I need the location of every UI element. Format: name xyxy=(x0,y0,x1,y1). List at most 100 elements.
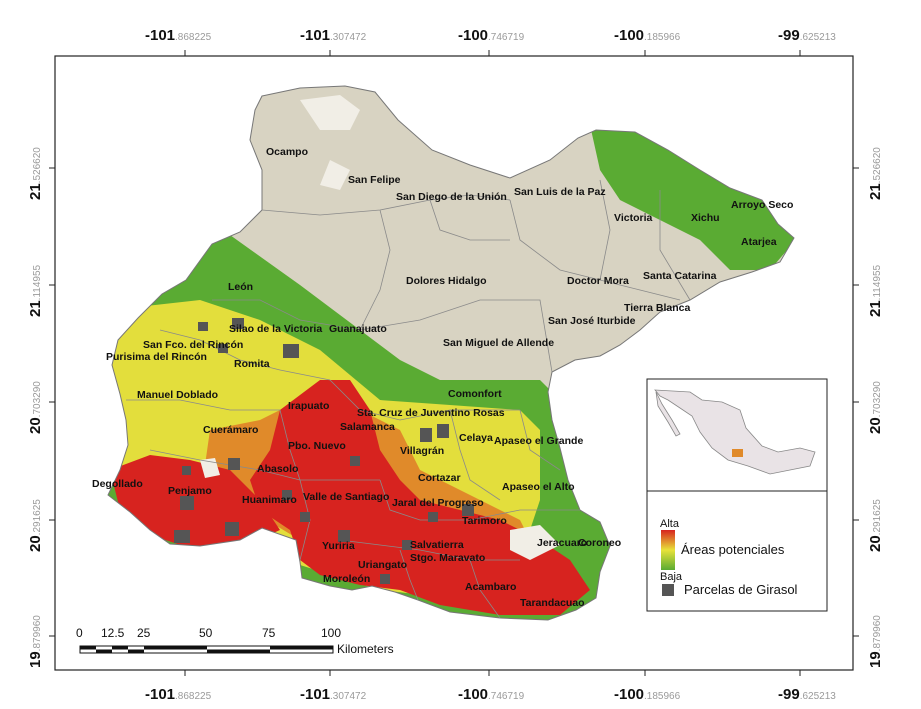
label-victoria: Victoria xyxy=(614,212,652,224)
scale-seg xyxy=(207,649,270,653)
top-label-2: -101.307472 xyxy=(300,27,367,44)
label-santa-catarina: Santa Catarina xyxy=(643,270,717,282)
scale-seg xyxy=(80,646,96,650)
scale-tick-12-5: 12.5 xyxy=(101,626,125,640)
label-valle-de-santiago: Valle de Santiago xyxy=(303,491,389,503)
parcel xyxy=(198,322,208,331)
label-sta-cruz: Sta. Cruz de Juventino Rosas xyxy=(357,407,505,419)
label-arroyo-seco: Arroyo Seco xyxy=(731,199,793,211)
bottom-axis-labels: -101.868225 -101.307472 -100.746719 -100… xyxy=(145,686,836,703)
label-celaya: Celaya xyxy=(459,432,493,444)
parcel xyxy=(180,496,194,510)
baja-peninsula xyxy=(655,391,681,437)
guanajuato-highlight xyxy=(732,449,743,457)
label-tierra-blanca: Tierra Blanca xyxy=(624,302,691,314)
parcel xyxy=(300,512,310,522)
municipality-labels: Ocampo San Felipe San Diego de la Unión … xyxy=(92,146,793,609)
urban-patch-1 xyxy=(300,95,360,130)
label-cortazar: Cortazar xyxy=(418,472,461,484)
parcel xyxy=(283,344,299,358)
label-yuriria: Yuriria xyxy=(322,540,355,552)
label-san-jose-iturbide: San José Iturbide xyxy=(548,315,636,327)
left-label-1: 21.526620 xyxy=(27,147,44,200)
scale-tick-50: 50 xyxy=(199,626,213,640)
right-axis-labels: 21.526620 21.114955 20.703290 20.291625 … xyxy=(867,147,884,668)
parcel xyxy=(228,458,240,470)
parcel xyxy=(350,456,360,466)
legend: Alta Áreas potenciales Baja Parcelas de … xyxy=(646,490,828,612)
suitability-red-center xyxy=(250,380,590,615)
label-san-fco-del-rincon: San Fco. del Rincón xyxy=(143,339,243,351)
scale-unit: Kilometers xyxy=(337,642,394,656)
parcel xyxy=(338,530,350,542)
state-outline xyxy=(107,85,795,621)
label-jaral-del-progreso: Jaral del Progreso xyxy=(392,497,484,509)
scale-seg xyxy=(112,646,128,650)
scale-seg xyxy=(144,646,207,650)
scale-seg xyxy=(96,649,112,653)
label-atarjea: Atarjea xyxy=(741,236,777,248)
right-label-3: 20.703290 xyxy=(867,381,884,434)
label-manuel-doblado: Manuel Doblado xyxy=(137,389,218,401)
right-label-2: 21.114955 xyxy=(867,264,884,317)
label-guanajuato: Guanajuato xyxy=(329,323,387,335)
top-label-5: -99.625213 xyxy=(778,27,836,44)
label-apaseo-el-grande: Apaseo el Grande xyxy=(494,435,583,447)
label-jeracuaro: Jeracuaro xyxy=(537,537,587,549)
label-penjamo: Penjamo xyxy=(168,485,212,497)
left-label-3: 20.703290 xyxy=(27,381,44,434)
label-coroneo: Coroneo xyxy=(578,537,621,549)
scale-tick-25: 25 xyxy=(137,626,151,640)
label-tarandacuao: Tarandacuao xyxy=(520,597,585,609)
parcel xyxy=(232,318,244,329)
parcel xyxy=(225,522,239,536)
sunflower-parcels xyxy=(174,318,474,584)
bottom-label-1: -101.868225 xyxy=(145,686,212,703)
parcel xyxy=(218,344,228,353)
label-san-miguel-de-allende: San Miguel de Allende xyxy=(443,337,554,349)
inset-mexico-map xyxy=(646,378,828,492)
left-label-5: 19.879960 xyxy=(27,615,44,668)
label-stgo-maravato: Stgo. Maravato xyxy=(410,552,485,564)
label-silao: Silao de la Victoria xyxy=(229,323,322,335)
label-degollado: Degollado xyxy=(92,478,143,490)
bottom-label-2: -101.307472 xyxy=(300,686,367,703)
top-label-3: -100.746719 xyxy=(458,27,525,44)
label-ocampo: Ocampo xyxy=(266,146,308,158)
scale-seg xyxy=(128,649,144,653)
urban-patch-4 xyxy=(510,525,560,560)
label-leon: León xyxy=(228,281,253,293)
label-acambaro: Acambaro xyxy=(465,581,516,593)
label-doctor-mora: Doctor Mora xyxy=(567,275,629,287)
municipal-borders xyxy=(126,179,691,619)
parcel xyxy=(437,424,449,438)
top-label-4: -100.185966 xyxy=(614,27,681,44)
parcel xyxy=(420,428,432,442)
right-label-5: 19.879960 xyxy=(867,615,884,668)
suitability-green-ne xyxy=(590,125,794,270)
parcel xyxy=(402,540,412,550)
label-san-felipe: San Felipe xyxy=(348,174,401,186)
label-romita: Romita xyxy=(234,358,270,370)
label-uriangato: Uriangato xyxy=(358,559,407,571)
mexico-outline xyxy=(654,389,816,475)
legend-low-label: Baja xyxy=(660,571,683,583)
top-axis-labels: -101.868225 -101.307472 -100.746719 -100… xyxy=(145,27,836,44)
scale-bar: 0 12.5 25 50 75 100 Kilometers xyxy=(76,626,394,656)
label-cueramaro: Cuerámaro xyxy=(203,424,258,436)
urban-patch-3 xyxy=(200,458,220,478)
left-label-2: 21.114955 xyxy=(27,264,44,317)
legend-parcel-label: Parcelas de Girasol xyxy=(684,582,798,597)
label-purisima-del-rincon: Purisima del Rincón xyxy=(106,351,207,363)
urban-patch-2 xyxy=(320,160,350,190)
label-pbo-nuevo: Pbo. Nuevo xyxy=(288,440,346,452)
legend-parcel-swatch xyxy=(662,584,674,596)
label-apaseo-el-alto: Apaseo el Alto xyxy=(502,481,575,493)
top-label-1: -101.868225 xyxy=(145,27,212,44)
legend-high-label: Alta xyxy=(660,518,680,530)
graticule-ticks xyxy=(49,50,859,676)
legend-ramp xyxy=(661,530,675,570)
label-san-luis-de-la-paz: San Luis de la Paz xyxy=(514,186,606,198)
scale-seg xyxy=(270,646,333,650)
